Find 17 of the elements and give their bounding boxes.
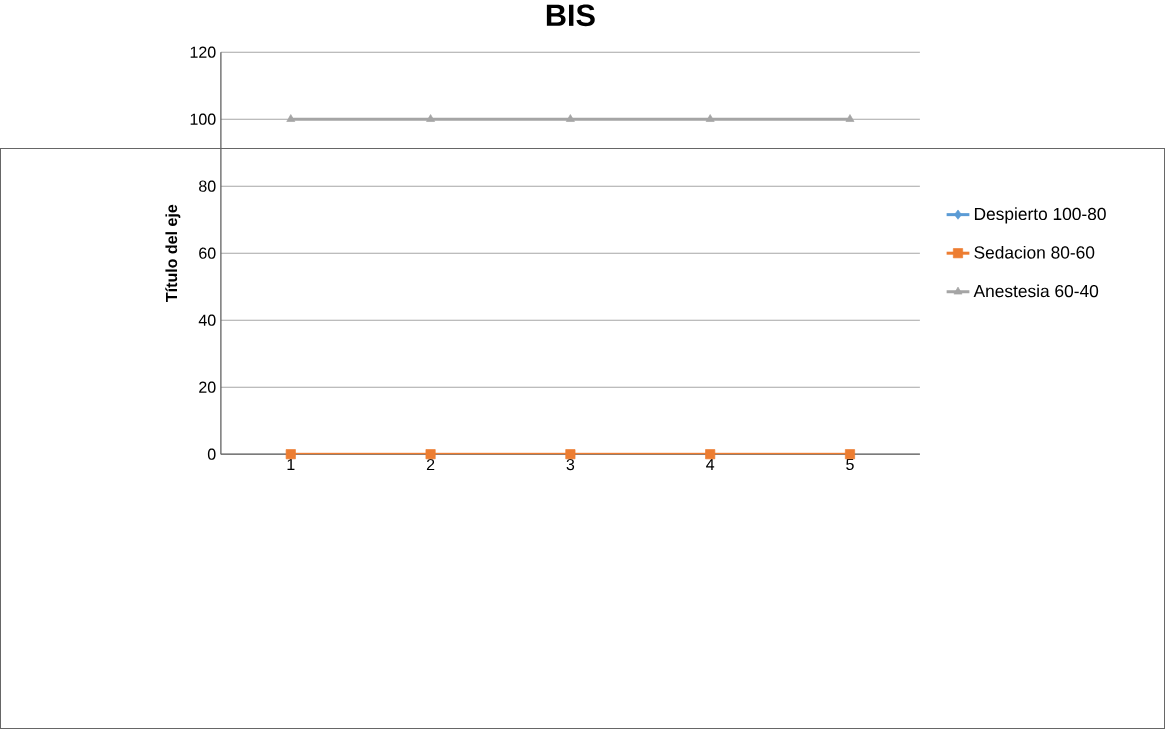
x-tick-label: 3 xyxy=(566,458,575,471)
y-tick-label: 80 xyxy=(199,180,216,192)
x-tick-label: 4 xyxy=(706,458,715,470)
legend-label: Sedacion 80-60 xyxy=(974,245,1095,259)
y-tick-label: 120 xyxy=(190,46,216,58)
y-axis-title: Título del eje xyxy=(165,204,181,302)
y-tick-label: 100 xyxy=(190,113,216,125)
y-tick-label: 40 xyxy=(198,314,216,326)
x-tick-label: 5 xyxy=(846,458,854,471)
legend-label: Anestesia 60-40 xyxy=(973,284,1099,298)
x-tick-label: 2 xyxy=(426,458,435,471)
legend-label: Despierto 100-80 xyxy=(974,207,1106,224)
y-tick-label: 20 xyxy=(199,381,216,393)
y-tick-label: 60 xyxy=(199,247,216,259)
y-tick-label: 0 xyxy=(207,448,216,460)
chart-title: BIS xyxy=(546,4,595,27)
x-tick-label: 1 xyxy=(287,458,295,470)
